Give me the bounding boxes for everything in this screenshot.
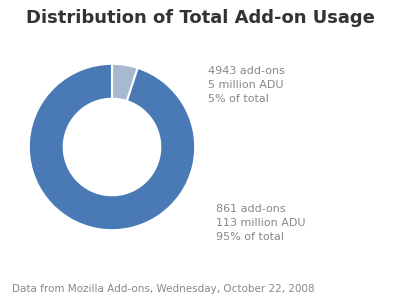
Wedge shape [29, 64, 195, 230]
Wedge shape [112, 64, 138, 101]
Text: Distribution of Total Add-on Usage: Distribution of Total Add-on Usage [26, 9, 374, 27]
Text: 861 add-ons
113 million ADU
95% of total: 861 add-ons 113 million ADU 95% of total [216, 204, 306, 242]
Text: Data from Mozilla Add-ons, Wednesday, October 22, 2008: Data from Mozilla Add-ons, Wednesday, Oc… [12, 284, 315, 294]
Text: 4943 add-ons
5 million ADU
5% of total: 4943 add-ons 5 million ADU 5% of total [208, 66, 285, 104]
